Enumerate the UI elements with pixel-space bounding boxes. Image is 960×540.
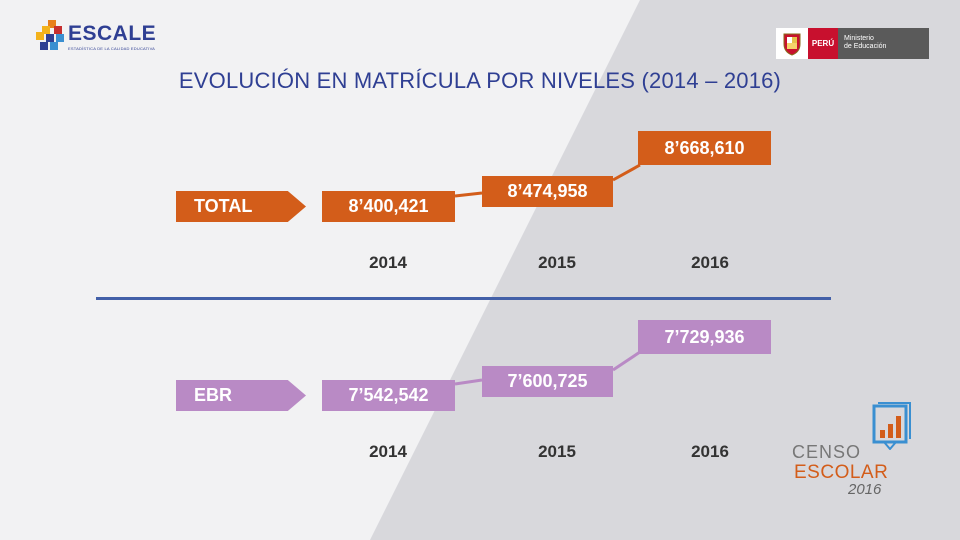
total-value-2015: 8’474,958 bbox=[482, 176, 613, 207]
ebr-value-2014: 7’542,542 bbox=[322, 380, 455, 411]
censo-escolar-logo: CENSO ESCOLAR 2016 bbox=[790, 402, 920, 498]
page-title: EVOLUCIÓN EN MATRÍCULA POR NIVELES (2014… bbox=[178, 68, 782, 93]
escale-logo: ESCALE ESTADÍSTICA DE LA CALIDAD EDUCATI… bbox=[36, 20, 186, 56]
total-value-2015-text: 8’474,958 bbox=[507, 181, 588, 201]
total-value-2016-text: 8’668,610 bbox=[664, 137, 745, 158]
total-value-2014-text: 8’400,421 bbox=[348, 196, 429, 216]
total-year-2015: 2015 bbox=[538, 253, 576, 272]
total-year-2016: 2016 bbox=[691, 253, 729, 272]
ebr-year-2015: 2015 bbox=[538, 442, 576, 461]
escale-wordmark: ESCALE bbox=[68, 22, 157, 45]
total-value-2016: 8’668,610 bbox=[638, 131, 771, 165]
censo-line3: 2016 bbox=[848, 481, 882, 498]
ebr-year-2014: 2014 bbox=[369, 442, 407, 461]
ministry-line2: de Educación bbox=[844, 43, 887, 50]
escale-logo-icon bbox=[36, 20, 64, 50]
censo-line2: ESCOLAR bbox=[794, 462, 889, 483]
escale-subtitle: ESTADÍSTICA DE LA CALIDAD EDUCATIVA bbox=[68, 46, 156, 51]
section-divider bbox=[96, 297, 831, 300]
ebr-value-2014-text: 7’542,542 bbox=[348, 385, 429, 405]
ebr-value-2015: 7’600,725 bbox=[482, 366, 613, 397]
coat-of-arms-icon bbox=[776, 28, 808, 59]
total-value-2014: 8’400,421 bbox=[322, 191, 455, 222]
ebr-value-2016-text: 7’729,936 bbox=[664, 326, 745, 347]
minedu-logo: PERÚ Ministerio de Educación bbox=[776, 28, 929, 59]
total-year-2014: 2014 bbox=[369, 253, 407, 272]
total-label-arrow: TOTAL bbox=[176, 191, 306, 222]
censo-line1: CENSO bbox=[792, 442, 862, 462]
ebr-label-arrow: EBR bbox=[176, 380, 306, 411]
ebr-label: EBR bbox=[194, 385, 233, 405]
total-connector-2 bbox=[612, 163, 641, 182]
ebr-connector-2 bbox=[612, 350, 641, 372]
ministry-label: Ministerio de Educación bbox=[838, 28, 929, 59]
ebr-value-2016: 7’729,936 bbox=[638, 320, 771, 354]
ministry-line1: Ministerio bbox=[844, 35, 874, 42]
ebr-year-2016: 2016 bbox=[691, 442, 729, 461]
total-connector bbox=[454, 191, 483, 198]
ebr-value-2015-text: 7’600,725 bbox=[507, 371, 588, 391]
book-chart-icon bbox=[872, 402, 911, 450]
ebr-connector bbox=[454, 378, 483, 386]
peru-label: PERÚ bbox=[808, 28, 838, 59]
total-label: TOTAL bbox=[194, 196, 253, 216]
